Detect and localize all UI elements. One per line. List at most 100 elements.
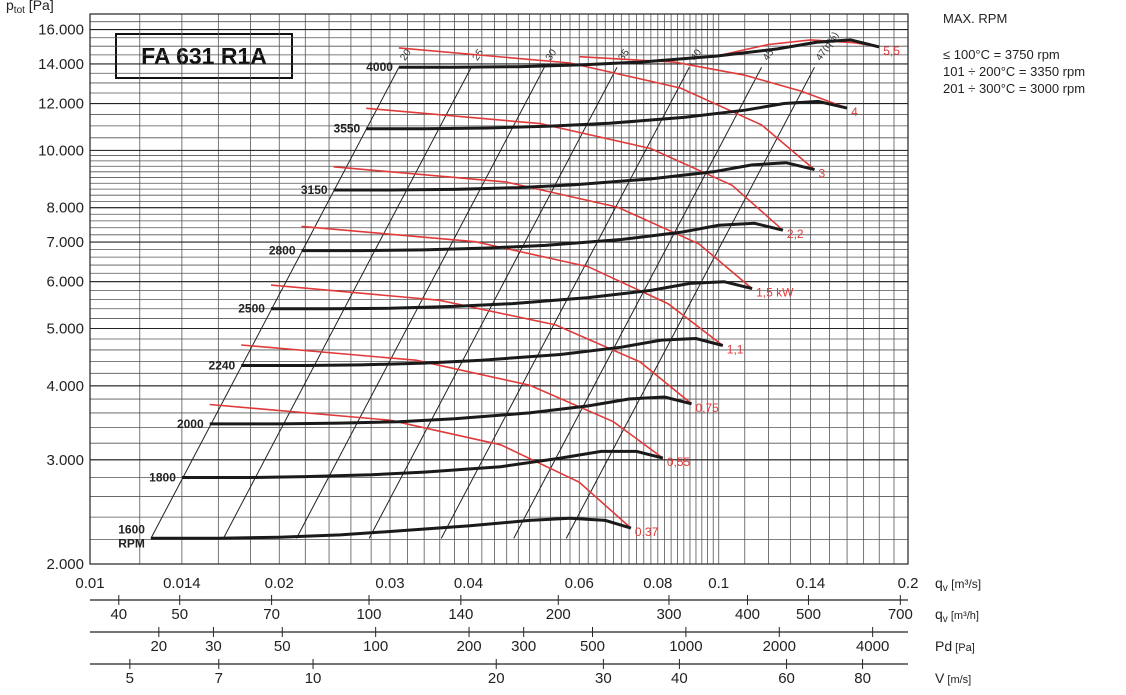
efficiency-label: 35 bbox=[616, 47, 632, 63]
secondary-axis-tick-label: 100 bbox=[363, 638, 388, 655]
efficiency-line bbox=[150, 66, 400, 539]
max-rpm-notes: MAX. RPM ≤ 100°C = 3750 rpm 101 ÷ 200°C … bbox=[943, 10, 1085, 97]
secondary-axis-tick-label: 200 bbox=[457, 638, 482, 655]
power-line bbox=[398, 47, 816, 171]
x-tick-label: 0.01 bbox=[75, 575, 104, 592]
efficiency-line bbox=[440, 66, 690, 539]
secondary-axis-tick-label: 20 bbox=[150, 638, 167, 655]
y-tick-label: 8.000 bbox=[46, 200, 84, 217]
power-line bbox=[579, 55, 848, 109]
rpm-label: 1800 bbox=[149, 471, 176, 485]
efficiency-label: 47(η%) bbox=[814, 30, 842, 63]
secondary-axis-tick-label: 30 bbox=[595, 670, 612, 687]
y-tick-label: 6.000 bbox=[46, 274, 84, 291]
power-line bbox=[366, 107, 784, 231]
y-tick-label: 10.000 bbox=[38, 142, 84, 159]
efficiency-line bbox=[222, 66, 472, 539]
y-tick-label: 16.000 bbox=[38, 22, 84, 39]
plot-frame bbox=[89, 13, 909, 565]
x-tick-label: 0.08 bbox=[643, 575, 672, 592]
rpm-label: 3150 bbox=[301, 183, 328, 197]
secondary-axis-tick-label: 30 bbox=[205, 638, 222, 655]
rpm-label: 1600 bbox=[118, 522, 145, 536]
secondary-axis-tick-label: 7 bbox=[215, 670, 223, 687]
rpm-curve bbox=[150, 516, 632, 540]
efficiency-line bbox=[368, 66, 618, 539]
x-tick-label: 0.014 bbox=[163, 575, 201, 592]
power-label: 0,37 bbox=[635, 525, 659, 539]
rpm-label: 3550 bbox=[334, 122, 361, 136]
y-axis-label-sub: tot bbox=[14, 5, 25, 16]
secondary-axis-tick-label: 200 bbox=[546, 606, 571, 623]
rpm-unit-label: RPM bbox=[118, 536, 145, 550]
secondary-axis-tick-label: 40 bbox=[110, 606, 127, 623]
rpm-label: 2800 bbox=[269, 244, 296, 258]
x-tick-label: 0.04 bbox=[454, 575, 483, 592]
secondary-axis-tick-label: 300 bbox=[656, 606, 681, 623]
secondary-axis-label-unit: [Pa] bbox=[952, 642, 975, 654]
power-label: 1,1 bbox=[727, 343, 744, 357]
rpm-label: 2500 bbox=[238, 302, 265, 316]
secondary-axis-label-unit: [m/s] bbox=[944, 674, 971, 686]
rpm-curve bbox=[333, 161, 815, 192]
power-label: 0,75 bbox=[695, 401, 719, 415]
secondary-axis-tick-label: 60 bbox=[778, 670, 795, 687]
secondary-axis-tick-label: 20 bbox=[488, 670, 505, 687]
power-label: 2,2 bbox=[787, 227, 804, 241]
rpm-label: 2000 bbox=[177, 417, 204, 431]
secondary-axis-label-sub: v bbox=[943, 614, 948, 625]
power-line bbox=[241, 344, 664, 459]
secondary-axis-tick-label: 140 bbox=[448, 606, 473, 623]
chart-title: FA 631 R1A bbox=[115, 33, 293, 79]
power-line bbox=[333, 166, 753, 290]
x-tick-label: 0.06 bbox=[565, 575, 594, 592]
rpm-curve bbox=[241, 336, 724, 367]
max-rpm-line-1: ≤ 100°C = 3750 rpm bbox=[943, 47, 1060, 62]
secondary-axis-tick-label: 2000 bbox=[763, 638, 796, 655]
secondary-axis-tick-label: 80 bbox=[854, 670, 871, 687]
rpm-curve bbox=[209, 395, 692, 426]
y-axis-label-unit: [Pa] bbox=[25, 0, 54, 13]
x-axis-label-unit: [m³/s] bbox=[948, 577, 981, 591]
secondary-axis-tick-label: 1000 bbox=[669, 638, 702, 655]
secondary-axis-tick-label: 50 bbox=[274, 638, 291, 655]
secondary-axis-tick-label: 50 bbox=[171, 606, 188, 623]
power-line bbox=[301, 225, 724, 347]
max-rpm-heading: MAX. RPM bbox=[943, 11, 1008, 26]
power-label: 4 bbox=[851, 105, 858, 119]
x-tick-label: 0.1 bbox=[708, 575, 729, 592]
secondary-axis-tick-label: 5 bbox=[126, 670, 134, 687]
secondary-axis-tick-label: 100 bbox=[356, 606, 381, 623]
power-label: 0,55 bbox=[667, 455, 691, 469]
secondary-axis-tick-label: 400 bbox=[735, 606, 760, 623]
rpm-curve bbox=[181, 449, 664, 479]
y-axis-label: ptot [Pa] bbox=[6, 0, 54, 16]
y-tick-label: 3.000 bbox=[46, 452, 84, 469]
secondary-axis-tick-label: 300 bbox=[511, 638, 536, 655]
max-rpm-line-3: 201 ÷ 300°C = 3000 rpm bbox=[943, 81, 1086, 96]
power-line bbox=[270, 284, 693, 405]
rpm-curve bbox=[301, 221, 784, 253]
y-tick-label: 4.000 bbox=[46, 378, 84, 395]
secondary-axis-tick-label: 4000 bbox=[856, 638, 889, 655]
power-label: 3 bbox=[818, 167, 825, 181]
x-axis-label-sub: v bbox=[943, 583, 948, 594]
y-tick-label: 2.000 bbox=[46, 556, 84, 573]
efficiency-line bbox=[296, 66, 545, 539]
x-tick-label: 0.02 bbox=[265, 575, 294, 592]
y-tick-label: 14.000 bbox=[38, 56, 84, 73]
secondary-axis-tick-label: 700 bbox=[888, 606, 913, 623]
x-axis-label: qv [m³/s] bbox=[935, 575, 981, 594]
secondary-axis-tick-label: 500 bbox=[580, 638, 605, 655]
rpm-label: 2240 bbox=[209, 358, 236, 372]
secondary-axis-tick-label: 10 bbox=[305, 670, 322, 687]
rpm-curve bbox=[271, 280, 753, 311]
rpm-curve bbox=[366, 99, 848, 131]
x-tick-label: 0.03 bbox=[375, 575, 404, 592]
power-label: 5,5 bbox=[883, 44, 900, 58]
power-label: 1,5 kW bbox=[756, 286, 794, 300]
secondary-axis-label: qv [m³/h] bbox=[935, 606, 979, 625]
secondary-axis-label-unit: [m³/h] bbox=[948, 610, 979, 622]
secondary-axis-tick-label: 500 bbox=[796, 606, 821, 623]
